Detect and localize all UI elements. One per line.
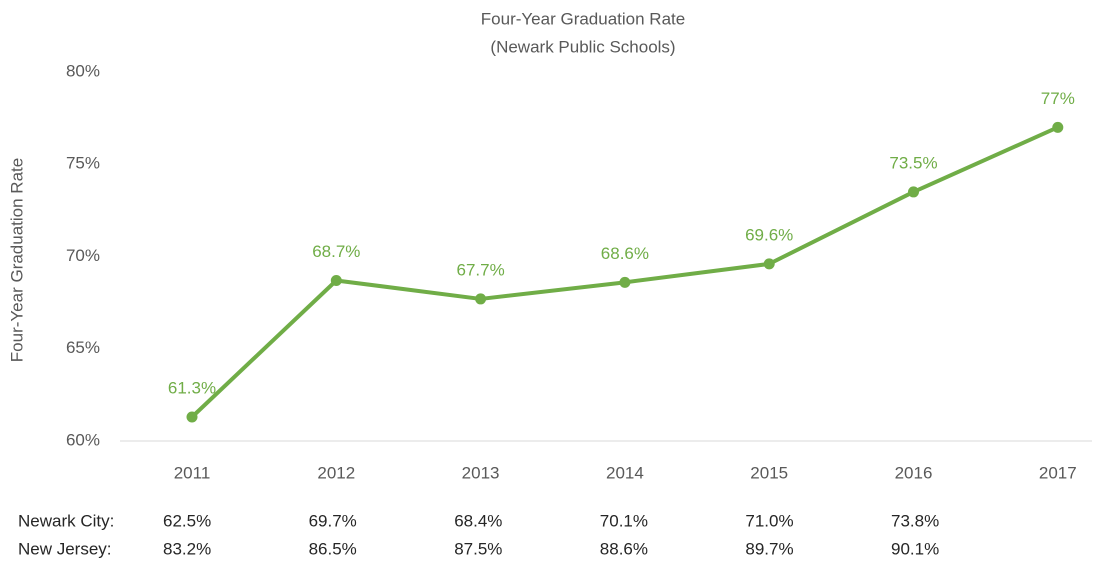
table-cell: 70.1% (600, 511, 648, 530)
data-label: 69.6% (745, 225, 793, 244)
data-point (619, 276, 631, 288)
data-label: 67.7% (456, 260, 504, 279)
y-tick-label: 65% (66, 338, 100, 357)
table-cell: 90.1% (891, 539, 939, 558)
data-label: 68.6% (601, 244, 649, 263)
chart-subtitle: (Newark Public Schools) (490, 37, 675, 56)
data-point (186, 411, 198, 423)
table-cell: 87.5% (454, 539, 502, 558)
table-row-label: Newark City: (18, 511, 114, 530)
table-cell: 89.7% (745, 539, 793, 558)
data-label: 73.5% (889, 153, 937, 172)
data-point (908, 186, 919, 198)
x-tick-label: 2017 (1039, 463, 1077, 482)
y-tick-label: 75% (66, 154, 100, 173)
table-cell: 83.2% (163, 539, 211, 558)
y-tick-label: 80% (66, 61, 100, 80)
x-tick-label: 2014 (606, 463, 644, 482)
data-label: 77% (1041, 89, 1075, 108)
table-cell: 68.4% (454, 511, 502, 530)
data-point (330, 274, 342, 286)
x-tick-label: 2015 (750, 463, 788, 482)
data-point (475, 293, 487, 305)
table-cell: 69.7% (309, 511, 357, 530)
x-tick-label: 2016 (895, 463, 933, 482)
chart-title: Four-Year Graduation Rate (481, 9, 685, 28)
table-row-label: New Jersey: (18, 539, 112, 558)
table-cell: 88.6% (600, 539, 648, 558)
y-axis-label: Four-Year Graduation Rate (7, 158, 26, 362)
x-tick-label: 2012 (317, 463, 355, 482)
table-cell: 71.0% (745, 511, 793, 530)
y-tick-label: 60% (66, 430, 100, 449)
table-cell: 73.8% (891, 511, 939, 530)
x-tick-label: 2013 (462, 463, 500, 482)
data-label: 61.3% (168, 378, 216, 397)
y-tick-label: 70% (66, 246, 100, 265)
table-cell: 86.5% (309, 539, 357, 558)
table-cell: 62.5% (163, 511, 211, 530)
data-label: 68.7% (312, 242, 360, 261)
data-point (1052, 121, 1064, 133)
data-point (763, 258, 775, 270)
x-tick-label: 2011 (174, 463, 211, 482)
